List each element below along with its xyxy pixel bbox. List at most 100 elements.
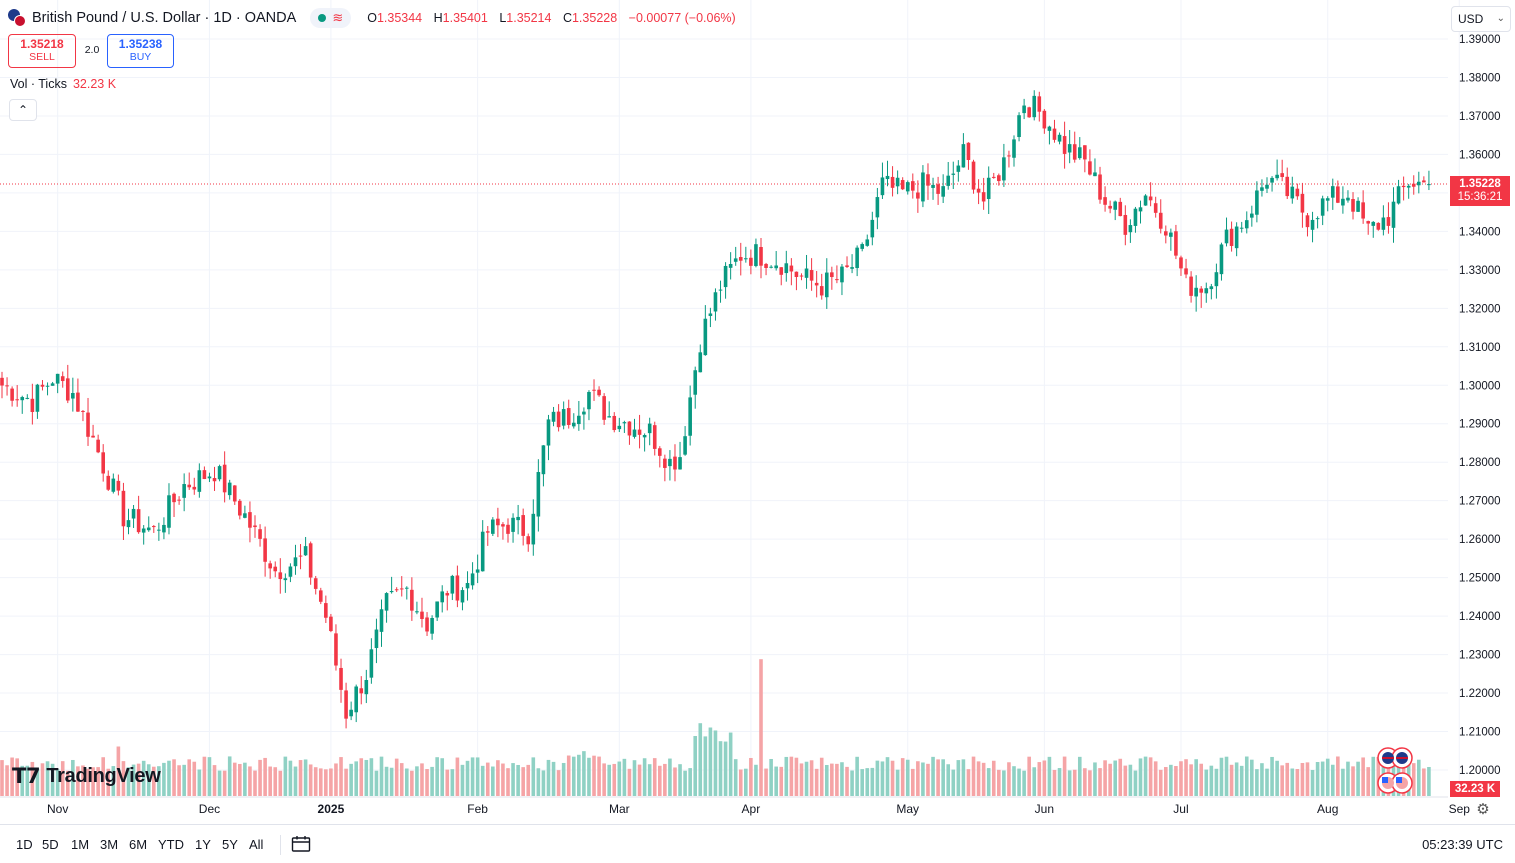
sell-button[interactable]: 1.35218 SELL <box>8 34 76 68</box>
candle <box>106 470 111 491</box>
candle-body <box>1270 177 1274 183</box>
candle <box>0 371 4 399</box>
range-button-ytd[interactable]: YTD <box>158 837 184 852</box>
candle <box>1239 221 1244 233</box>
buy-button[interactable]: 1.35238 BUY <box>107 34 174 68</box>
candle-body <box>738 257 743 261</box>
candle <box>971 159 976 194</box>
candle-body <box>313 578 318 589</box>
candle <box>182 473 186 512</box>
volume-bar <box>278 770 283 796</box>
candle <box>1077 137 1082 160</box>
candle <box>890 166 895 197</box>
candle <box>1214 263 1219 299</box>
candle-body <box>405 587 409 589</box>
range-button-5d[interactable]: 5D <box>42 837 59 852</box>
candle-body <box>561 409 566 426</box>
economic-event-gb-icon[interactable] <box>1376 747 1413 769</box>
price-tick-label: 1.23000 <box>1459 650 1501 662</box>
utc-clock[interactable]: 05:23:39 UTC <box>1422 837 1503 852</box>
candle-body <box>875 197 880 218</box>
volume-bar <box>1411 763 1416 796</box>
market-status[interactable]: ≋ <box>310 8 352 28</box>
volume-bar <box>1351 766 1355 796</box>
candle <box>1341 186 1345 214</box>
candle <box>1244 211 1249 234</box>
candle <box>187 472 192 490</box>
currency-select[interactable]: USD ⌄ <box>1451 6 1511 32</box>
price-tick-label: 1.36000 <box>1459 149 1501 161</box>
candle <box>389 576 394 594</box>
symbol-title[interactable]: British Pound / U.S. Dollar · 1D · OANDA <box>32 10 297 26</box>
sell-label: SELL <box>29 51 55 63</box>
candle <box>774 251 778 271</box>
candle-body <box>1158 212 1163 229</box>
candle-body <box>379 609 384 632</box>
volume-bar <box>1042 760 1047 796</box>
candle-body <box>248 512 252 528</box>
candle <box>71 377 75 412</box>
axis-settings-gear-icon[interactable]: ⚙ <box>1476 801 1490 818</box>
volume-bar <box>1037 762 1042 796</box>
candle-body <box>824 272 829 298</box>
candle-body <box>349 709 353 717</box>
candle-body <box>15 399 19 401</box>
candle <box>162 517 166 540</box>
range-button-6m[interactable]: 6M <box>129 837 148 852</box>
candle <box>627 421 632 445</box>
time-axis[interactable]: Nov Dec 2025 Feb Mar Apr May Jun Jul Aug Sep <box>47 802 1470 816</box>
symbol-legend[interactable]: British Pound / U.S. Dollar · 1D · OANDA… <box>8 8 744 28</box>
volume-bar <box>1422 768 1426 796</box>
candle <box>359 676 364 705</box>
candle <box>1032 90 1037 121</box>
candle <box>485 526 490 546</box>
volume-bar <box>769 758 773 796</box>
range-button-all[interactable]: All <box>249 837 264 852</box>
candle <box>931 177 935 200</box>
range-button-1m[interactable]: 1M <box>71 837 90 852</box>
volume-bar <box>1229 764 1234 796</box>
price-chart[interactable]: 1.390001.380001.370001.360001.350001.340… <box>0 0 1515 824</box>
candle <box>177 496 181 505</box>
candle-body <box>40 384 45 387</box>
candle <box>678 441 682 470</box>
candle-body <box>1032 95 1037 118</box>
volume-bar <box>485 762 490 796</box>
candle-body <box>55 373 60 384</box>
candle <box>5 377 9 396</box>
candle-body <box>182 484 186 498</box>
tradingview-logo[interactable]: 𝗧𝟳 TradingView <box>12 764 161 789</box>
candle <box>1103 186 1107 212</box>
candle-body <box>1174 231 1178 256</box>
candle-body <box>1199 288 1204 293</box>
collapse-legend-button[interactable]: ⌃ <box>9 99 37 121</box>
volume-bar <box>627 768 632 796</box>
range-button-1y[interactable]: 1Y <box>195 837 211 852</box>
volume-bar <box>349 763 353 796</box>
range-button-1d[interactable]: 1D <box>16 837 33 852</box>
volume-bar <box>1113 760 1117 796</box>
volume-bar <box>718 741 723 796</box>
volume-bar <box>339 757 343 796</box>
candle <box>86 397 90 446</box>
volume-bar <box>1027 756 1031 796</box>
candle <box>1012 135 1016 167</box>
volume-bar <box>986 768 991 796</box>
candle-body <box>162 524 166 533</box>
range-button-5y[interactable]: 5Y <box>222 837 238 852</box>
range-button-3m[interactable]: 3M <box>100 837 119 852</box>
volume-legend[interactable]: Vol · Ticks 32.23 K <box>10 77 116 91</box>
volume-bar <box>521 767 525 796</box>
candle <box>248 501 252 543</box>
candle-body <box>592 389 596 391</box>
economic-event-us-icon[interactable] <box>1376 772 1413 794</box>
calendar-go-to-date-icon[interactable] <box>291 835 311 853</box>
volume-bar <box>116 746 121 796</box>
volume-bar <box>809 760 814 796</box>
volume-bar <box>177 765 181 796</box>
volume-bar <box>830 763 834 796</box>
price-axis[interactable]: 1.390001.380001.370001.360001.350001.340… <box>1459 34 1501 777</box>
volume-bar <box>880 761 885 796</box>
time-tick-label: Nov <box>47 802 68 816</box>
volume-bar <box>840 762 844 796</box>
